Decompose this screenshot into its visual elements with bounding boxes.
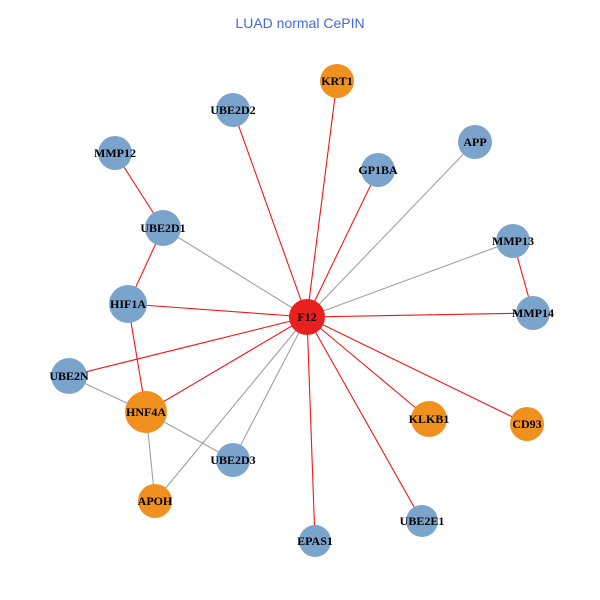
svg-text:MMP14: MMP14 (512, 306, 554, 320)
svg-text:UBE2D3: UBE2D3 (210, 453, 255, 467)
svg-text:KRT1: KRT1 (321, 74, 353, 88)
svg-text:UBE2D1: UBE2D1 (140, 221, 185, 235)
svg-text:MMP13: MMP13 (492, 234, 534, 248)
svg-text:UBE2N: UBE2N (49, 369, 89, 383)
svg-text:APOH: APOH (138, 494, 173, 508)
svg-text:MMP12: MMP12 (94, 146, 136, 160)
svg-text:EPAS1: EPAS1 (297, 534, 333, 548)
svg-text:F12: F12 (297, 310, 316, 324)
svg-text:APP: APP (463, 135, 486, 149)
svg-text:UBE2D2: UBE2D2 (210, 103, 255, 117)
svg-text:UBE2E1: UBE2E1 (400, 514, 445, 528)
svg-text:HIF1A: HIF1A (110, 297, 146, 311)
svg-text:KLKB1: KLKB1 (409, 412, 450, 426)
svg-text:CD93: CD93 (512, 417, 541, 431)
svg-text:GP1BA: GP1BA (358, 163, 398, 177)
svg-text:HNF4A: HNF4A (126, 405, 166, 419)
